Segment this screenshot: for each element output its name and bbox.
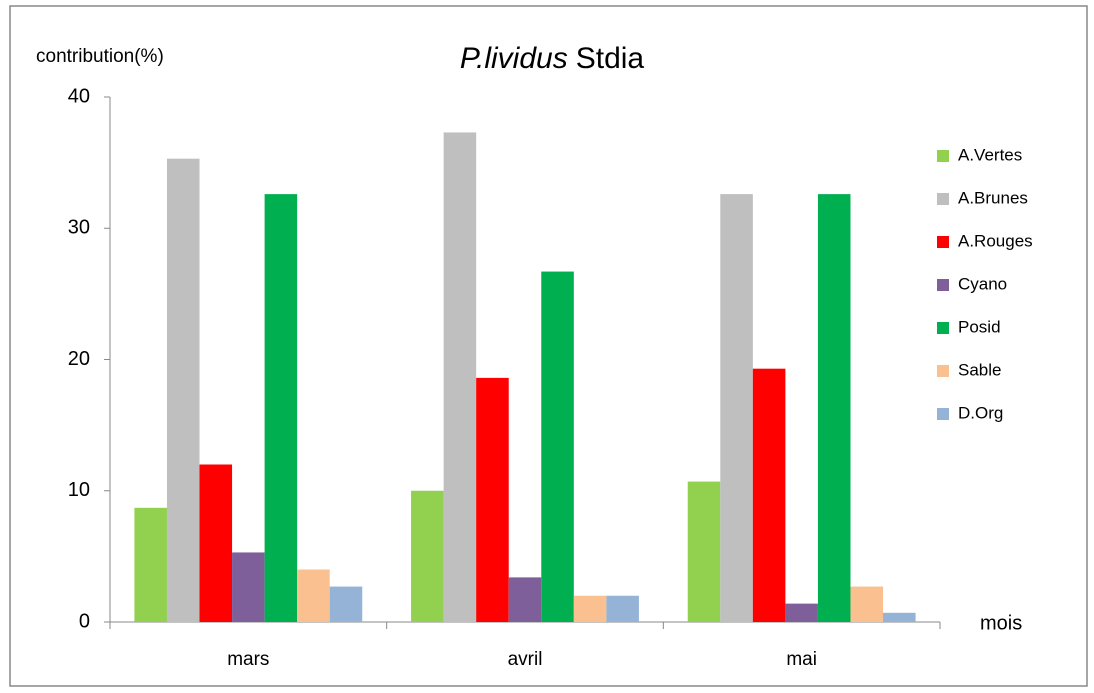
bar — [752, 368, 786, 622]
bar — [166, 158, 200, 622]
bar — [817, 194, 851, 622]
x-tick-label: mai — [786, 649, 817, 670]
legend-label: D.Org — [958, 403, 1003, 422]
bar — [541, 271, 574, 622]
bar — [883, 612, 916, 622]
bar — [329, 586, 363, 622]
y-tick-label: 10 — [68, 479, 90, 501]
bar — [232, 552, 265, 622]
chart-title: P.lividus Stdia — [460, 42, 645, 75]
title-station: Stdia — [576, 42, 645, 75]
bar — [850, 586, 884, 622]
bar — [264, 194, 298, 622]
y-tick-label: 30 — [68, 217, 90, 239]
legend-label: A.Rouges — [958, 231, 1033, 250]
legend-label: Sable — [958, 360, 1001, 379]
legend-swatch — [937, 408, 949, 420]
legend-swatch — [937, 236, 949, 248]
y-tick-label: 0 — [79, 610, 90, 632]
bar — [476, 377, 509, 622]
bar — [687, 481, 721, 622]
legend-swatch — [937, 193, 949, 205]
bar — [443, 132, 477, 622]
x-tick-label: mars — [227, 649, 269, 670]
legend-label: Posid — [958, 317, 1001, 336]
bar — [297, 569, 330, 622]
legend-swatch — [937, 365, 949, 377]
y-tick-label: 20 — [68, 348, 90, 370]
y-axis-label: contribution(%) — [36, 46, 164, 67]
x-axis-label: mois — [980, 612, 1022, 634]
legend-swatch — [937, 150, 949, 162]
bar — [199, 464, 233, 622]
legend-label: A.Brunes — [958, 188, 1028, 207]
bar — [573, 595, 607, 622]
legend-swatch — [937, 322, 949, 334]
legend-label: Cyano — [958, 274, 1007, 293]
bar — [606, 595, 639, 622]
x-tick-label: avril — [508, 649, 543, 670]
y-tick-label: 40 — [68, 85, 90, 107]
title-species: P.lividus — [460, 42, 568, 75]
bar — [134, 507, 167, 622]
legend-label: A.Vertes — [958, 145, 1022, 164]
bar — [411, 490, 444, 622]
bar — [785, 603, 818, 622]
legend-swatch — [937, 279, 949, 291]
bar — [508, 577, 542, 622]
bar — [720, 194, 753, 622]
